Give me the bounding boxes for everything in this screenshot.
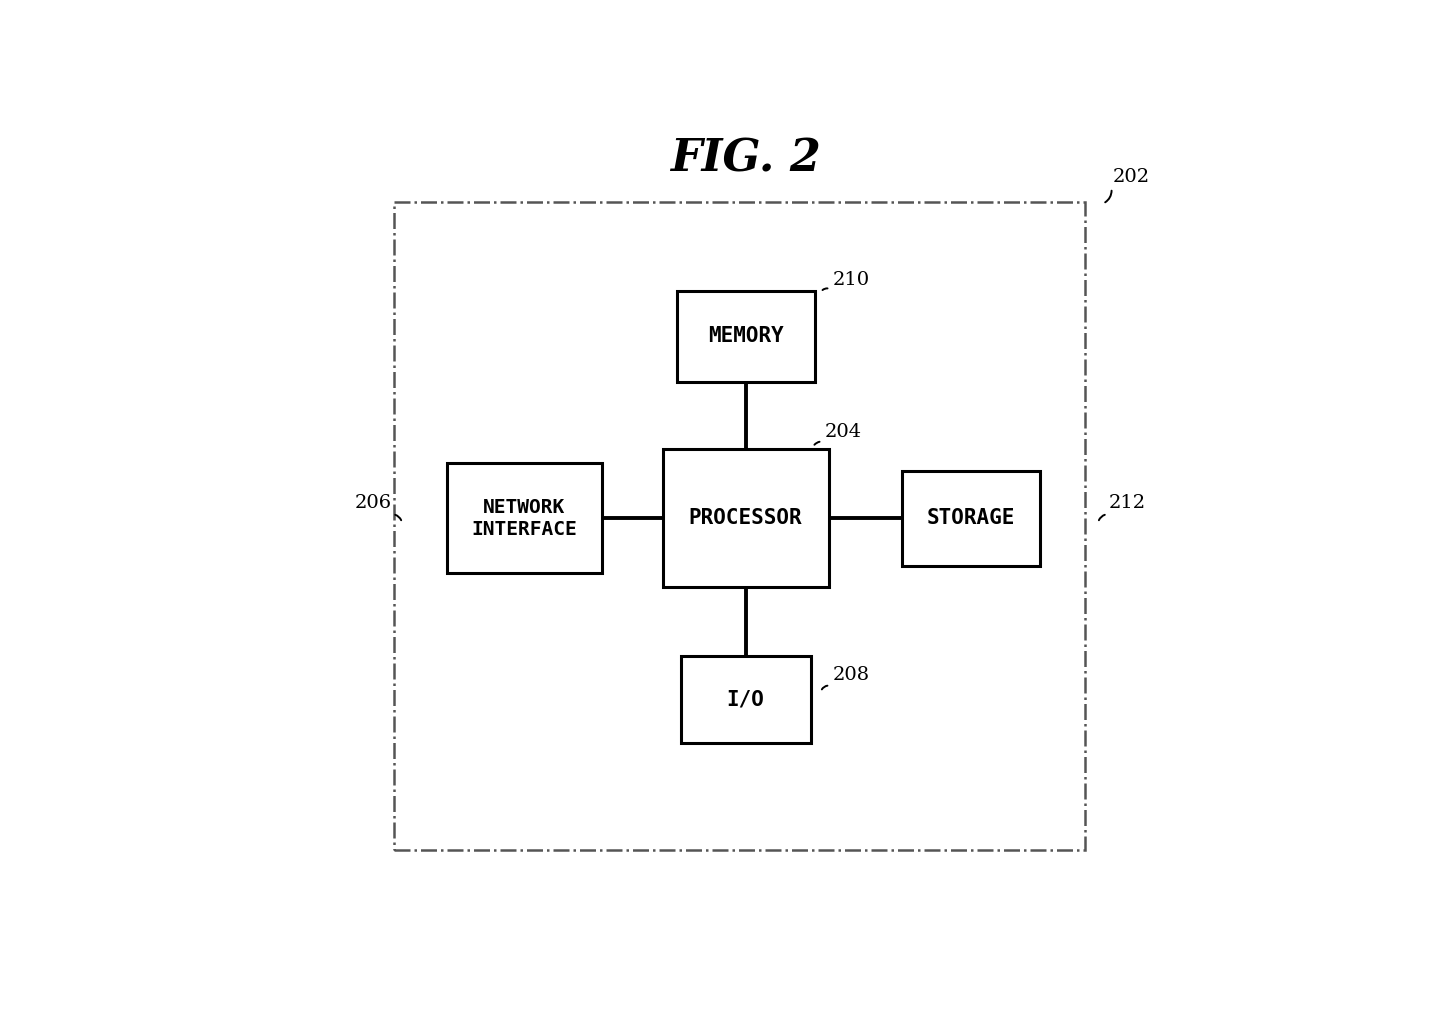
- Text: 202: 202: [1113, 168, 1149, 187]
- Text: 204: 204: [825, 423, 861, 441]
- Text: STORAGE: STORAGE: [927, 508, 1016, 528]
- Text: I/O: I/O: [726, 689, 765, 710]
- Text: PROCESSOR: PROCESSOR: [688, 508, 803, 528]
- Bar: [448, 463, 601, 574]
- Text: 210: 210: [832, 271, 870, 289]
- Bar: [662, 449, 829, 587]
- Text: FIG. 2: FIG. 2: [671, 137, 821, 181]
- Bar: [681, 657, 810, 743]
- Bar: [394, 202, 1085, 850]
- Text: 212: 212: [1109, 494, 1147, 512]
- Bar: [902, 471, 1040, 565]
- Text: 206: 206: [355, 494, 391, 512]
- Text: MEMORY: MEMORY: [707, 326, 784, 347]
- Bar: [677, 291, 815, 382]
- Text: 208: 208: [832, 666, 870, 684]
- Text: NETWORK
INTERFACE: NETWORK INTERFACE: [471, 498, 578, 539]
